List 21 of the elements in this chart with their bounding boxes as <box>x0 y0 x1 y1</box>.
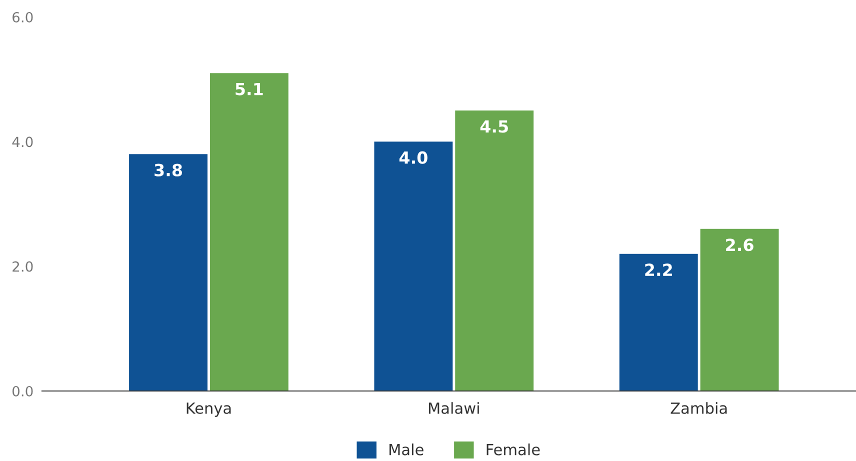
data-label: 4.0 <box>399 151 428 164</box>
y-tick-label: 4.0 <box>12 136 33 148</box>
legend-label: Male <box>390 444 424 456</box>
bar <box>374 142 453 391</box>
data-label: 2.6 <box>726 238 754 252</box>
x-tick-label: Kenya <box>186 402 231 417</box>
data-label: 5.1 <box>236 82 263 96</box>
data-label: 2.2 <box>645 264 672 276</box>
y-tick-label: 2.0 <box>12 261 33 272</box>
data-label: 3.8 <box>154 164 182 176</box>
legend-label: Female <box>486 444 540 456</box>
bar <box>129 154 208 391</box>
bar <box>455 110 534 391</box>
bar <box>700 228 779 391</box>
bar <box>210 73 288 391</box>
bar <box>619 254 698 391</box>
x-tick-label: Zambia <box>670 402 727 414</box>
x-tick-label: Malawi <box>428 402 479 414</box>
y-tick-label: 6.0 <box>12 12 33 22</box>
y-tick-label: 0.0 <box>12 386 33 396</box>
data-label: 4.5 <box>480 120 508 133</box>
